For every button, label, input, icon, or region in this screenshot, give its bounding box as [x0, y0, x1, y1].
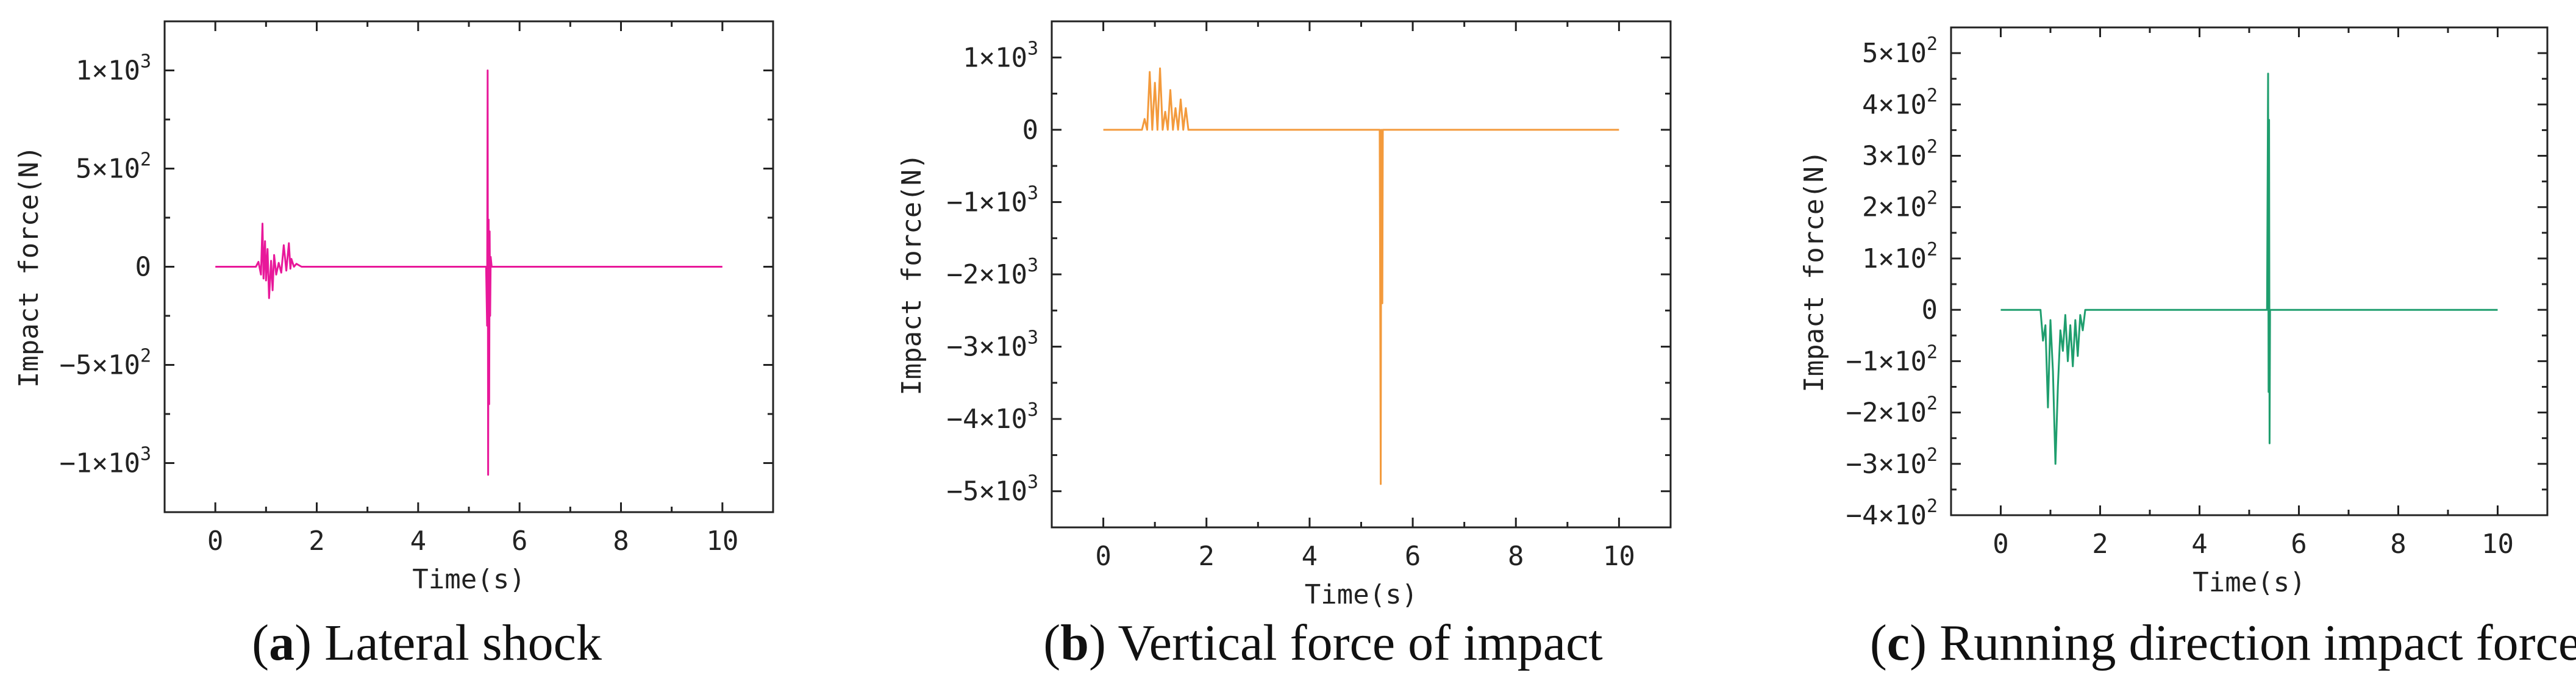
- x-axis-label: Time(s): [1305, 579, 1418, 610]
- x-tick-label: 8: [2390, 529, 2407, 560]
- panel-caption: (b) Vertical force of impact: [1043, 615, 1602, 671]
- x-tick-label: 10: [1603, 541, 1635, 572]
- y-tick-label: 1×103: [963, 38, 1038, 73]
- y-tick-label: 2×102: [1862, 188, 1938, 223]
- y-tick-label: −1×103: [946, 182, 1038, 218]
- y-tick-label: −5×102: [59, 346, 151, 381]
- x-tick-label: 0: [1095, 541, 1111, 572]
- series-line: [2000, 73, 2498, 465]
- y-axis-label: Impact force(N): [13, 146, 45, 388]
- panel-c: 0 2 4 6 8 10 5×102 4×102 3×102 2×102 1×102 0 −1×102 −…: [1799, 26, 2576, 671]
- y-tick-label: 1×103: [76, 51, 151, 87]
- series-line: [215, 70, 722, 476]
- y-axis-label: Impact force(N): [896, 153, 927, 395]
- panel-a: 0 2 4 6 8 10 1×103 5×102 0 −5×102 −1×103 Time(s) Imp…: [13, 20, 774, 671]
- plot-frame: [1950, 26, 2549, 516]
- series-line: [1103, 67, 1619, 485]
- y-tick-label: −1×103: [59, 444, 151, 479]
- panel-caption: (a) Lateral shock: [252, 615, 602, 671]
- y-tick-label: 0: [1022, 115, 1039, 146]
- plot-frame: [1051, 20, 1672, 529]
- x-tick-label: 10: [2481, 529, 2514, 560]
- x-tick-label: 0: [1993, 529, 2009, 560]
- x-axis-label: Time(s): [2192, 567, 2305, 598]
- x-tick-label: 2: [2092, 529, 2108, 560]
- y-tick-label: −1×102: [1846, 341, 1938, 377]
- panel-b: 0 2 4 6 8 10 1×103 0 −1×103 −2×103 −3×103 −4×103 −5×…: [896, 20, 1672, 671]
- y-tick-label: −3×103: [946, 327, 1038, 363]
- x-tick-label: 2: [1199, 541, 1215, 572]
- x-tick-label: 4: [2191, 529, 2208, 560]
- y-tick-label: 4×102: [1862, 85, 1938, 120]
- x-tick-label: 2: [309, 526, 325, 557]
- y-tick-label: −4×102: [1846, 496, 1938, 531]
- y-tick-label: −2×102: [1846, 393, 1938, 429]
- y-tick-label: −3×102: [1846, 444, 1938, 480]
- y-axis-label: Impact force(N): [1799, 150, 1830, 392]
- y-tick-label: 5×102: [76, 149, 151, 185]
- y-tick-label: 0: [1922, 294, 1938, 326]
- y-tick-label: −5×103: [946, 472, 1038, 507]
- y-tick-label: 1×102: [1862, 239, 1938, 274]
- x-tick-label: 6: [1405, 541, 1421, 572]
- x-tick-label: 6: [2291, 529, 2307, 560]
- panel-caption: (c) Running direction impact force: [1870, 615, 2576, 671]
- y-tick-label: 5×102: [1862, 34, 1938, 69]
- x-tick-label: 8: [1508, 541, 1524, 572]
- x-axis-label: Time(s): [412, 564, 525, 595]
- x-tick-label: 10: [706, 526, 738, 557]
- x-tick-label: 4: [410, 526, 427, 557]
- x-tick-label: 4: [1302, 541, 1318, 572]
- y-tick-label: −2×103: [946, 255, 1038, 290]
- x-tick-label: 0: [207, 526, 224, 557]
- y-tick-label: 3×102: [1862, 137, 1938, 172]
- x-tick-label: 8: [613, 526, 629, 557]
- y-tick-label: 0: [135, 252, 152, 283]
- x-tick-label: 6: [512, 526, 528, 557]
- y-tick-label: −4×103: [946, 399, 1038, 435]
